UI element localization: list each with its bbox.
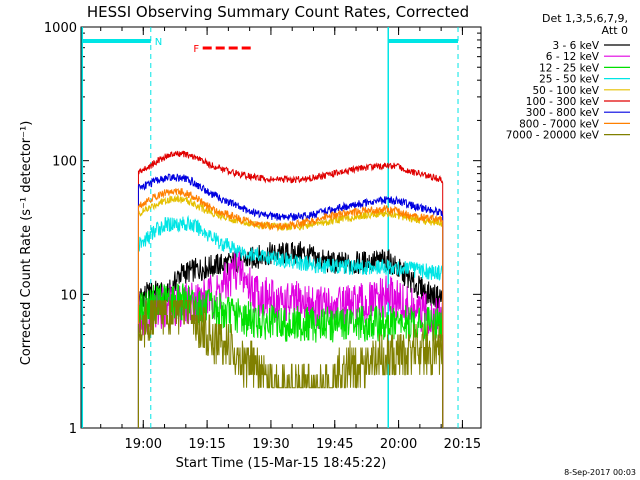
chart-title: HESSI Observing Summary Count Rates, Cor… [87,3,469,21]
series-path [137,214,444,429]
series-line [137,214,444,429]
legend-label: 12 - 25 keV [539,62,600,74]
plot-frame [80,26,482,429]
x-tick-label: 20:00 [380,437,417,452]
legend-label: 50 - 100 keV [532,85,599,97]
legend-label: 800 - 7000 keV [519,118,600,130]
legend-label: 100 - 300 keV [526,96,600,108]
flag-bars: NF [81,27,459,428]
flare-flag-label: F [193,44,199,55]
legend-header: Att 0 [602,24,628,37]
legend-label: 6 - 12 keV [546,51,600,63]
series-path [137,250,444,429]
y-axis-label: Corrected Count Rate (s⁻¹ detector⁻¹) [19,121,34,366]
x-tick-label: 19:45 [316,437,353,452]
y-tick-label: 1 [69,422,77,437]
legend-label: 7000 - 20000 keV [506,130,600,142]
series-line [137,150,444,429]
night-flag-label: N [155,37,162,48]
series-path [137,188,444,429]
series-line [137,188,444,429]
series-line [137,250,444,429]
y-tick-label: 1000 [44,21,77,36]
legend-header: Det 1,3,5,6,7,9, [542,12,628,25]
series-line [137,283,444,429]
series-path [137,299,444,429]
footer-timestamp: 8-Sep-2017 00:03 [564,468,636,477]
x-tick-label: 19:30 [252,437,289,452]
x-tick-label: 20:15 [444,437,481,452]
series-line [137,299,444,429]
y-tick-label: 10 [60,288,77,303]
series-path [137,173,444,429]
legend-label: 300 - 800 keV [526,107,600,119]
series-lines [137,150,444,429]
axes: 1 10 100 1000 19:00 19:15 19:30 19:45 20:00 20:15 [44,21,482,452]
series-path [137,150,444,429]
x-tick-label: 19:00 [125,437,162,452]
series-line [137,173,444,429]
y-tick-label: 100 [52,155,77,170]
legend-label: 25 - 50 keV [539,74,600,86]
x-axis-label: Start Time (15-Mar-15 18:45:22) [176,456,387,471]
series-path [137,283,444,429]
x-tick-label: 19:15 [188,437,225,452]
legend-label: 3 - 6 keV [552,40,599,52]
